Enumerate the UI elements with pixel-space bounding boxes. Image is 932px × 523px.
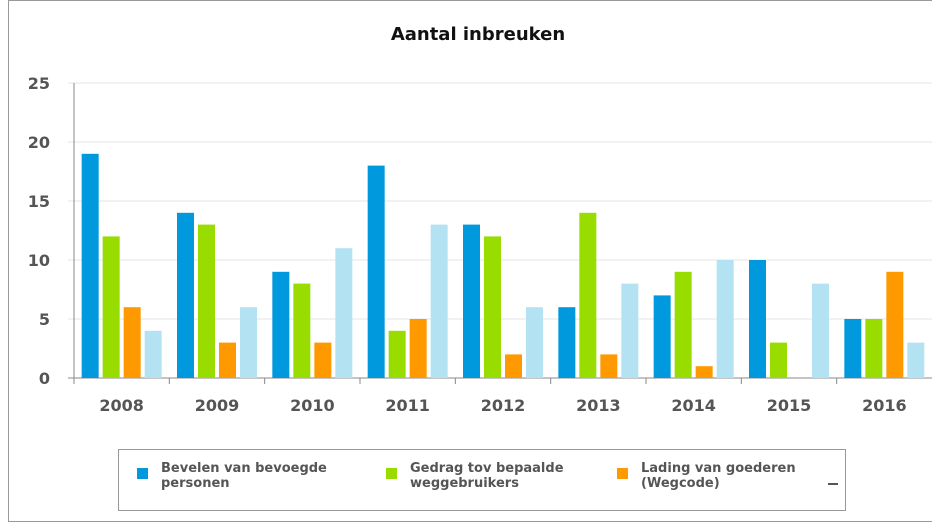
bar <box>198 224 215 378</box>
chart-title: Aantal inbreuken <box>391 24 565 45</box>
y-tick-label: 5 <box>39 310 50 329</box>
bar <box>335 248 353 378</box>
x-tick-label: 2016 <box>862 396 907 415</box>
x-tick-label: 2013 <box>576 396 621 415</box>
legend-label: Gedrag tov bepaalde weggebruikers <box>410 461 564 491</box>
legend-label: Bevelen van bevoegde personen <box>161 461 327 491</box>
bar <box>674 271 692 378</box>
x-tick-label: 2010 <box>290 396 335 415</box>
frame <box>8 0 932 522</box>
bar <box>653 295 671 378</box>
bar <box>123 307 141 378</box>
legend-swatch <box>617 468 628 479</box>
x-tick-label: 2012 <box>481 396 526 415</box>
bar <box>558 307 576 378</box>
bar <box>430 224 448 378</box>
bar <box>865 319 883 378</box>
legend-label: Lading van goederen (Wegcode) <box>641 461 796 491</box>
y-tick-label: 25 <box>28 74 50 93</box>
bar <box>293 283 311 378</box>
bar <box>177 212 194 378</box>
bar <box>716 260 734 378</box>
legend-box <box>118 449 846 511</box>
bar <box>886 271 904 378</box>
y-tick-label: 10 <box>28 251 50 270</box>
bar <box>219 342 236 378</box>
bar <box>844 319 862 378</box>
bar <box>621 283 639 378</box>
bar <box>102 236 120 378</box>
y-tick-label: 15 <box>28 192 50 211</box>
bar <box>240 307 257 378</box>
bar <box>409 319 427 378</box>
bar <box>526 307 543 378</box>
bar <box>314 342 332 378</box>
bar <box>600 354 618 378</box>
bar <box>505 354 522 378</box>
legend-swatch <box>386 468 397 479</box>
x-tick-label: 2008 <box>99 396 144 415</box>
legend-swatch <box>137 468 148 479</box>
x-tick-label: 2009 <box>195 396 240 415</box>
y-tick-label: 0 <box>39 369 50 388</box>
bar <box>749 260 766 378</box>
bar <box>144 330 162 378</box>
x-tick-label: 2011 <box>385 396 430 415</box>
bar <box>770 342 787 378</box>
bar <box>388 330 406 378</box>
x-tick-label: 2014 <box>671 396 716 415</box>
bar <box>367 165 385 378</box>
bar <box>579 212 597 378</box>
bar <box>81 153 99 378</box>
x-tick-label: 2015 <box>767 396 812 415</box>
bar <box>484 236 501 378</box>
bar <box>907 342 925 378</box>
bar <box>272 271 290 378</box>
bar <box>695 366 713 378</box>
bar <box>463 224 480 378</box>
y-tick-label: 20 <box>28 133 50 152</box>
bar <box>812 283 829 378</box>
